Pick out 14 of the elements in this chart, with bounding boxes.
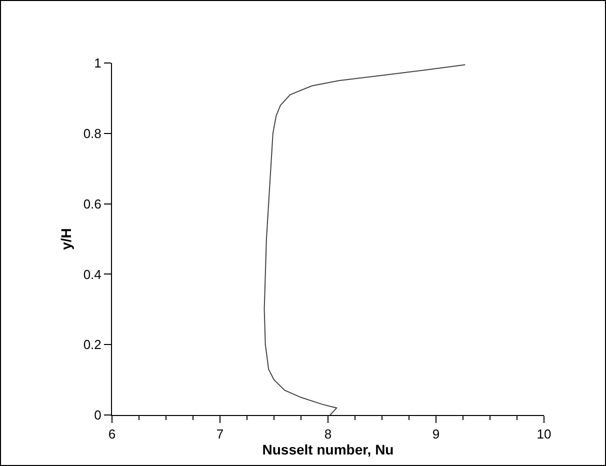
y-tick-label: 0 [94,408,102,423]
y-tick-label: 0.4 [83,266,102,282]
y-tick-label: 0.8 [83,126,102,141]
y-tick-label: 0.2 [83,337,102,352]
y-tick-label: 1 [94,56,102,71]
y-axis-title: y/H [58,228,74,250]
x-tick-label: 10 [536,426,552,442]
x-tick-label: 8 [324,426,332,442]
x-tick-label: 7 [216,426,224,442]
x-axis-title: Nusselt number, Nu [262,442,394,458]
line-series [264,64,466,415]
y-tick-label: 0.6 [83,196,102,212]
x-tick-label: 6 [108,426,116,442]
x-tick-label: 9 [432,426,440,442]
